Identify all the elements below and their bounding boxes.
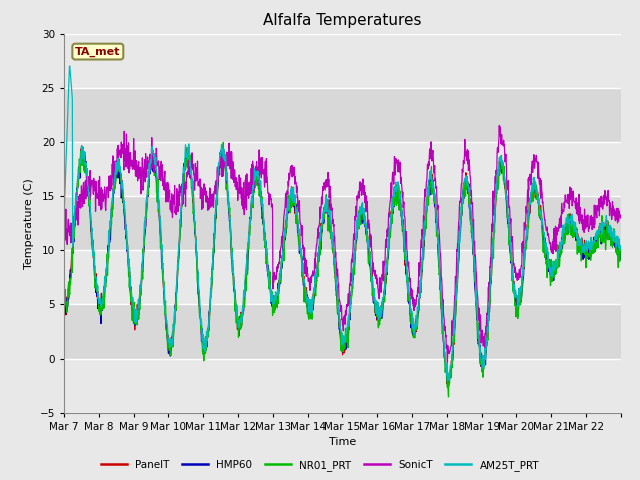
PanelT <box>219 143 227 148</box>
SonicT <box>617 215 625 221</box>
AM25T_PRT <box>556 239 564 245</box>
PanelT <box>474 341 482 347</box>
PanelT <box>317 231 325 237</box>
Line: PanelT: PanelT <box>64 145 621 387</box>
NR01_PRT <box>617 243 625 249</box>
NR01_PRT <box>220 140 227 145</box>
SonicT <box>328 207 335 213</box>
HMP60 <box>220 146 227 152</box>
SonicT <box>317 205 325 211</box>
HMP60 <box>317 222 325 228</box>
AM25T_PRT <box>445 378 452 384</box>
HMP60 <box>60 303 68 309</box>
PanelT <box>60 302 68 308</box>
Bar <box>64 304 621 359</box>
Bar <box>64 34 621 88</box>
NR01_PRT <box>611 235 618 240</box>
NR01_PRT <box>556 257 564 263</box>
SonicT <box>556 218 564 224</box>
HMP60 <box>617 250 625 255</box>
SonicT <box>611 206 618 212</box>
Y-axis label: Temperature (C): Temperature (C) <box>24 178 34 269</box>
Line: AM25T_PRT: AM25T_PRT <box>64 66 621 381</box>
PanelT <box>147 158 155 164</box>
Line: NR01_PRT: NR01_PRT <box>64 143 621 397</box>
NR01_PRT <box>328 241 336 247</box>
Line: SonicT: SonicT <box>64 125 621 362</box>
PanelT <box>611 235 618 241</box>
Bar <box>64 142 621 196</box>
AM25T_PRT <box>474 328 482 334</box>
AM25T_PRT <box>66 63 74 69</box>
Bar <box>64 88 621 142</box>
SonicT <box>495 122 503 128</box>
Bar <box>64 359 621 413</box>
NR01_PRT <box>317 234 325 240</box>
HMP60 <box>611 229 618 235</box>
HMP60 <box>444 380 451 386</box>
PanelT <box>328 236 336 241</box>
PanelT <box>617 244 625 250</box>
HMP60 <box>474 327 482 333</box>
SonicT <box>147 162 155 168</box>
AM25T_PRT <box>611 230 618 236</box>
AM25T_PRT <box>60 215 68 221</box>
Bar <box>64 196 621 250</box>
SonicT <box>60 227 68 232</box>
AM25T_PRT <box>617 244 625 250</box>
SonicT <box>444 360 451 365</box>
NR01_PRT <box>445 394 452 400</box>
X-axis label: Time: Time <box>329 437 356 447</box>
PanelT <box>444 384 452 390</box>
Text: TA_met: TA_met <box>75 47 120 57</box>
NR01_PRT <box>60 307 68 312</box>
Bar <box>64 250 621 304</box>
HMP60 <box>556 252 564 257</box>
HMP60 <box>328 239 336 244</box>
PanelT <box>556 251 564 257</box>
NR01_PRT <box>147 164 155 170</box>
HMP60 <box>147 160 155 166</box>
AM25T_PRT <box>148 150 156 156</box>
AM25T_PRT <box>328 229 336 235</box>
Title: Alfalfa Temperatures: Alfalfa Temperatures <box>263 13 422 28</box>
NR01_PRT <box>474 335 482 341</box>
AM25T_PRT <box>317 223 325 228</box>
Legend: PanelT, HMP60, NR01_PRT, SonicT, AM25T_PRT: PanelT, HMP60, NR01_PRT, SonicT, AM25T_P… <box>97 456 543 475</box>
SonicT <box>474 297 482 303</box>
Line: HMP60: HMP60 <box>64 149 621 383</box>
